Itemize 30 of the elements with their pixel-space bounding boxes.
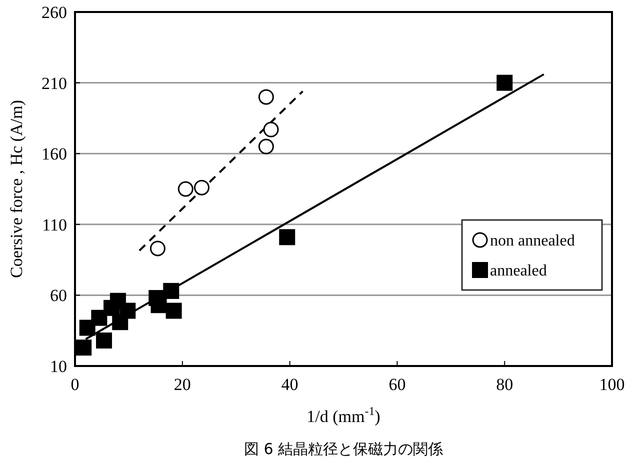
x-tick-label: 0 [70, 375, 80, 394]
x-tick-label: 40 [281, 375, 298, 394]
point [166, 302, 182, 319]
x-tick-label: 100 [599, 375, 625, 394]
point [178, 181, 194, 197]
y-tick-label: 260 [42, 2, 67, 22]
point [496, 74, 513, 91]
y-tick-label: 10 [50, 356, 67, 376]
point [258, 89, 274, 105]
point [279, 229, 296, 246]
y-tick-label: 210 [42, 74, 67, 93]
y-tick-label: 110 [42, 215, 67, 234]
x-tick-label: 60 [388, 375, 406, 394]
legend-label: annealed [490, 262, 547, 280]
y-tick-label: 60 [50, 286, 67, 306]
point [163, 282, 180, 299]
point [263, 122, 279, 138]
point [150, 240, 166, 256]
point [91, 310, 108, 326]
text: 図 6 結晶粒径と保磁力の関係 [244, 440, 444, 458]
x-tick-label: 20 [174, 375, 191, 394]
x-axis-title: 1/d (mm$^{-1}$) [306, 404, 380, 426]
y-axis-title: Coersive force , Hc (A/m) [7, 100, 26, 278]
legend-label: non annealed [490, 232, 575, 250]
point [258, 138, 274, 154]
y-tick-label: 160 [42, 144, 67, 164]
point [76, 340, 92, 356]
x-tick-label: 80 [496, 375, 514, 394]
point [96, 332, 112, 349]
point [194, 180, 210, 196]
